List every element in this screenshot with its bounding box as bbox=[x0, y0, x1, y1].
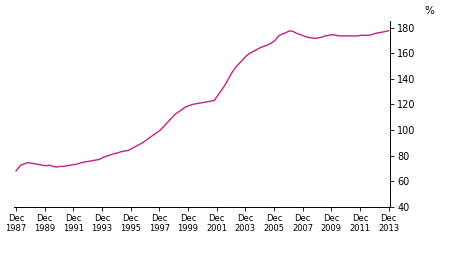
Text: %: % bbox=[424, 6, 434, 16]
